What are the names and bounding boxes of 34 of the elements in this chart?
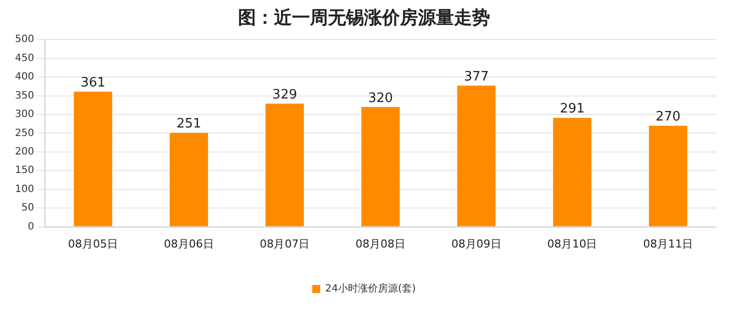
x-tick-label: 08月05日 <box>68 237 118 250</box>
x-tick-label: 08月11日 <box>643 237 694 250</box>
y-tick-label: 500 <box>14 34 34 46</box>
y-tick-label: 450 <box>14 52 34 64</box>
y-tick-label: 150 <box>14 165 34 176</box>
y-tick-label: 350 <box>14 90 34 102</box>
y-tick-label: 0 <box>28 221 34 232</box>
data-label: 291 <box>560 102 585 117</box>
x-tick-label: 08月08日 <box>356 237 406 250</box>
bar <box>74 92 112 226</box>
y-tick-label: 300 <box>14 109 34 120</box>
legend-label: 24小时涨价房源(套) <box>325 282 416 295</box>
data-label: 329 <box>272 87 298 102</box>
x-tick-label: 08月10日 <box>547 237 598 250</box>
data-label: 270 <box>656 110 680 125</box>
x-tick-label: 08月07日 <box>260 237 310 250</box>
bar <box>648 126 688 226</box>
y-tick-label: 250 <box>14 128 34 139</box>
x-tick-label: 08月09日 <box>451 237 502 250</box>
y-tick-label: 200 <box>14 146 34 158</box>
bar <box>553 118 592 226</box>
bar <box>457 86 496 226</box>
y-tick-label: 100 <box>14 184 34 195</box>
bar <box>170 132 208 226</box>
data-label: 251 <box>176 116 202 132</box>
bar <box>266 104 304 226</box>
y-tick-label: 400 <box>14 72 34 83</box>
y-tick-label: 50 <box>21 202 34 214</box>
bar <box>361 106 400 226</box>
chart-title: 图：近一周无锡涨价房源量走势 <box>238 7 490 28</box>
data-label: 361 <box>80 76 106 91</box>
data-label: 377 <box>464 70 489 85</box>
x-tick-label: 08月06日 <box>164 237 214 250</box>
data-label: 320 <box>368 90 393 106</box>
